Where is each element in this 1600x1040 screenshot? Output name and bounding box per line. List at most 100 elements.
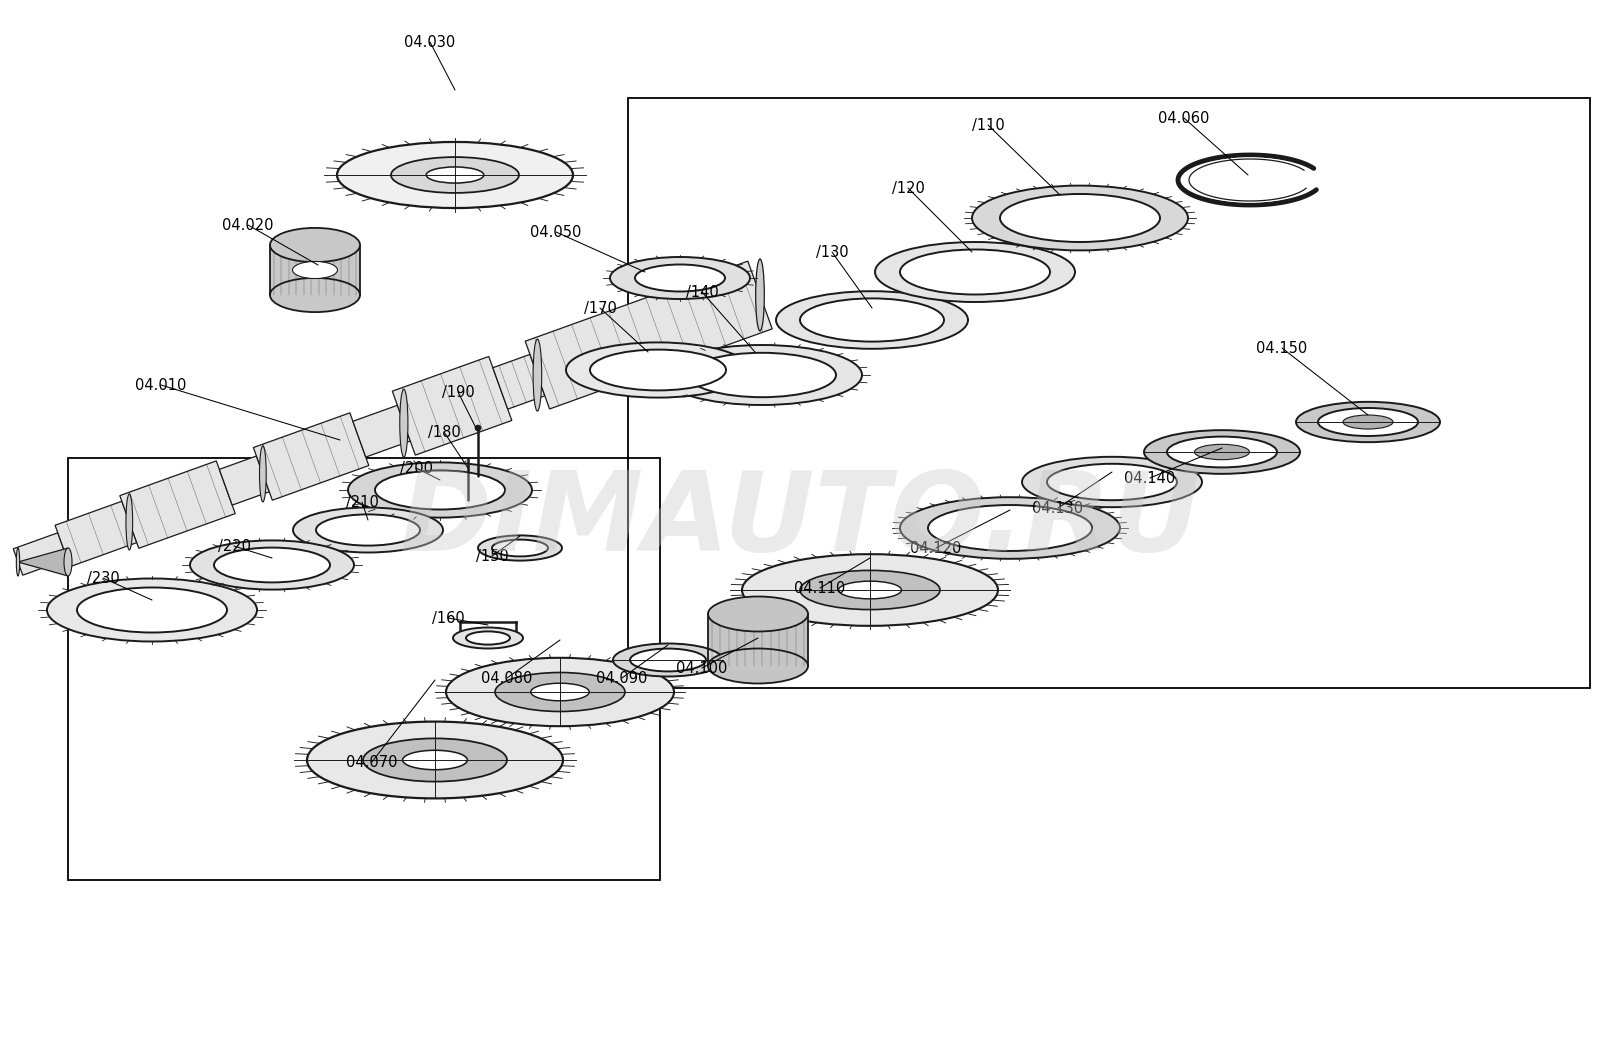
Ellipse shape: [349, 463, 531, 518]
Ellipse shape: [928, 505, 1091, 551]
Text: /220: /220: [218, 539, 251, 553]
Text: /160: /160: [432, 610, 464, 625]
Text: /180: /180: [427, 424, 461, 440]
Text: 04.030: 04.030: [405, 34, 456, 50]
Polygon shape: [392, 357, 512, 456]
Ellipse shape: [494, 673, 626, 711]
Ellipse shape: [973, 185, 1187, 251]
Text: 04.070: 04.070: [346, 754, 398, 770]
Text: 04.140: 04.140: [1125, 470, 1176, 486]
Polygon shape: [13, 532, 67, 575]
Ellipse shape: [709, 649, 808, 683]
Ellipse shape: [899, 250, 1050, 294]
Text: DIMAUTO.RU: DIMAUTO.RU: [400, 467, 1200, 573]
Ellipse shape: [1342, 415, 1394, 430]
Polygon shape: [54, 501, 136, 567]
Ellipse shape: [755, 259, 765, 331]
Ellipse shape: [390, 157, 518, 193]
Ellipse shape: [630, 649, 706, 672]
Ellipse shape: [800, 570, 941, 609]
Text: 04.060: 04.060: [1158, 110, 1210, 126]
Polygon shape: [219, 456, 269, 505]
Text: 04.080: 04.080: [482, 671, 533, 685]
Text: 04.010: 04.010: [136, 378, 187, 392]
Ellipse shape: [293, 261, 338, 279]
Text: /170: /170: [584, 301, 616, 315]
Ellipse shape: [1144, 431, 1299, 474]
Ellipse shape: [190, 541, 354, 590]
Ellipse shape: [16, 548, 19, 576]
Ellipse shape: [1022, 457, 1202, 508]
Text: /200: /200: [400, 461, 432, 475]
Text: /190: /190: [442, 385, 474, 399]
Ellipse shape: [64, 548, 72, 576]
Text: 04.130: 04.130: [1032, 500, 1083, 516]
Ellipse shape: [126, 494, 133, 550]
Ellipse shape: [270, 228, 360, 262]
Ellipse shape: [270, 278, 360, 312]
Ellipse shape: [338, 142, 573, 208]
Ellipse shape: [635, 264, 725, 291]
Ellipse shape: [259, 446, 266, 502]
Ellipse shape: [317, 515, 421, 546]
Text: /150: /150: [475, 548, 509, 564]
Ellipse shape: [899, 497, 1120, 558]
Ellipse shape: [800, 298, 944, 341]
Text: 04.050: 04.050: [530, 225, 582, 239]
Text: 04.150: 04.150: [1256, 340, 1307, 356]
Text: /230: /230: [86, 571, 120, 586]
Text: /130: /130: [816, 244, 848, 260]
Polygon shape: [270, 245, 360, 295]
Text: 04.110: 04.110: [794, 580, 846, 596]
Ellipse shape: [688, 353, 837, 397]
Ellipse shape: [875, 242, 1075, 302]
Ellipse shape: [533, 339, 542, 411]
Ellipse shape: [742, 554, 998, 626]
Ellipse shape: [566, 342, 750, 397]
Text: 04.120: 04.120: [910, 541, 962, 555]
Ellipse shape: [1318, 408, 1418, 436]
Ellipse shape: [531, 683, 589, 701]
Ellipse shape: [363, 738, 507, 782]
Ellipse shape: [709, 597, 808, 631]
Ellipse shape: [307, 722, 563, 799]
Ellipse shape: [77, 588, 227, 632]
Ellipse shape: [1166, 437, 1277, 467]
Ellipse shape: [426, 167, 483, 183]
Polygon shape: [709, 614, 808, 666]
Ellipse shape: [214, 548, 330, 582]
Ellipse shape: [374, 470, 506, 510]
Text: 04.100: 04.100: [677, 660, 728, 676]
Ellipse shape: [293, 508, 443, 552]
Polygon shape: [120, 461, 235, 548]
Ellipse shape: [1000, 194, 1160, 242]
Text: 04.090: 04.090: [597, 671, 648, 685]
Ellipse shape: [1046, 464, 1178, 500]
Ellipse shape: [453, 627, 523, 649]
Polygon shape: [493, 355, 546, 409]
Ellipse shape: [475, 425, 482, 431]
Ellipse shape: [1296, 401, 1440, 442]
Ellipse shape: [478, 536, 562, 561]
Polygon shape: [18, 548, 69, 576]
Polygon shape: [525, 261, 773, 409]
Ellipse shape: [613, 644, 723, 676]
Ellipse shape: [46, 578, 258, 642]
Ellipse shape: [1195, 444, 1250, 460]
Text: /210: /210: [346, 494, 379, 510]
Ellipse shape: [662, 345, 862, 405]
Ellipse shape: [403, 750, 467, 770]
Text: /120: /120: [891, 181, 925, 196]
Polygon shape: [354, 406, 410, 457]
Text: /110: /110: [971, 118, 1005, 132]
Ellipse shape: [400, 389, 408, 458]
Polygon shape: [253, 413, 370, 500]
Text: 04.020: 04.020: [222, 217, 274, 233]
Ellipse shape: [610, 257, 750, 300]
Ellipse shape: [466, 631, 510, 645]
Text: /140: /140: [686, 285, 718, 300]
Ellipse shape: [493, 540, 549, 556]
Ellipse shape: [838, 581, 901, 599]
Ellipse shape: [446, 658, 674, 726]
Ellipse shape: [776, 291, 968, 348]
